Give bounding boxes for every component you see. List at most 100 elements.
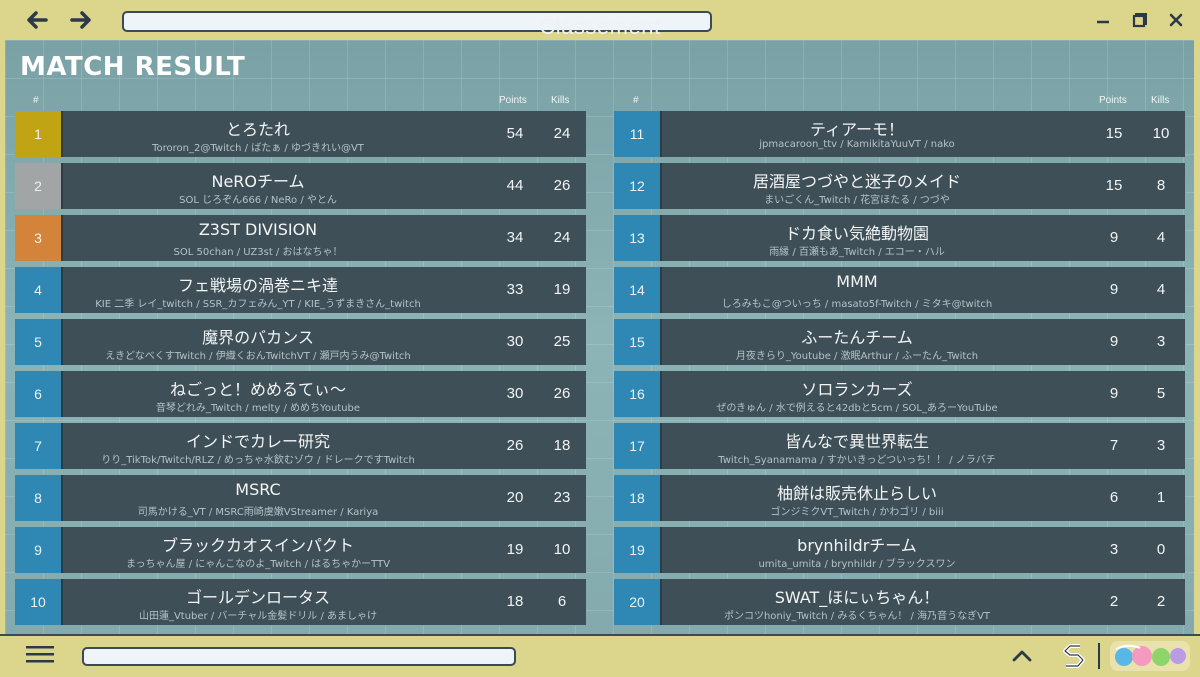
row-separator <box>61 475 63 521</box>
team-kills: 0 <box>1156 541 1166 558</box>
rank-badge: 10 <box>15 579 61 625</box>
row-separator <box>660 319 662 365</box>
team-players: Twitch_Syanamama / すかいきっどついっち！！ / ノラバチ <box>718 455 996 466</box>
team-players: jpmacaroon_ttv / KamikitaYuuVT / nako <box>759 139 955 150</box>
team-name: MSRC <box>235 480 281 499</box>
team-players: 音琴どれみ_Twitch / melty / めめちYoutube <box>155 403 361 414</box>
row-separator <box>61 527 63 573</box>
rank-badge: 18 <box>614 475 660 521</box>
close-icon[interactable] <box>1163 8 1189 32</box>
footer-divider <box>1098 643 1100 669</box>
rank-header-right: # <box>633 95 639 106</box>
team-players: ぜのきゅん / 水で例えると42dbと5cm / SOL_あろーYouTube <box>716 403 998 414</box>
team-name: ドカ食い気絶動物園 <box>784 224 929 243</box>
row-separator <box>660 423 662 469</box>
team-name: インドでカレー研究 <box>185 432 330 451</box>
team-name: 居酒屋つづやと迷子のメイド <box>752 172 961 191</box>
team-kills: 24 <box>553 229 571 246</box>
row-separator <box>61 163 63 209</box>
rank-badge: 16 <box>614 371 660 417</box>
team-points: 9 <box>1109 333 1119 350</box>
chevron-up-icon[interactable] <box>1012 648 1032 667</box>
hamburger-menu-icon[interactable] <box>26 645 54 669</box>
team-points: 6 <box>1109 489 1119 506</box>
team-name: ブラックカオスインパクト <box>161 536 354 555</box>
arrow-left-icon[interactable] <box>22 6 52 34</box>
s-logo-icon <box>1060 642 1088 674</box>
team-kills: 24 <box>553 125 571 142</box>
team-name: NeROチーム <box>211 172 305 191</box>
team-players: りり_TikTok/Twitch/RLZ / めっちゃ水飲むゾウ / ドレークで… <box>101 455 415 466</box>
row-separator <box>61 371 63 417</box>
team-points: 15 <box>1105 125 1123 142</box>
team-players: SOL じろぞん666 / NeRo / やとん <box>179 195 337 206</box>
row-separator <box>61 579 63 625</box>
team-name: 皆んなで異世界転生 <box>784 432 929 451</box>
team-kills: 4 <box>1156 281 1166 298</box>
team-points: 54 <box>506 125 524 142</box>
team-row: 3 Z3ST DIVISION SOL 50chan / UZ3st / おはなちゃ… <box>15 215 586 261</box>
rank-badge: 5 <box>15 319 61 365</box>
team-points: 19 <box>506 541 524 558</box>
team-row: 11 ティアーモ！ jpmacaroon_ttv / KamikitaYuuVT /… <box>614 111 1185 157</box>
team-name: とろたれ <box>225 120 290 139</box>
row-separator <box>61 215 63 261</box>
row-separator <box>660 163 662 209</box>
team-row: 18 柚餅は販売休止らしい ゴンジミクVT_Twitch / かわゴリ / biii… <box>614 475 1185 521</box>
rank-badge: 14 <box>614 267 660 313</box>
row-separator <box>660 215 662 261</box>
team-name: Z3ST DIVISION <box>198 220 318 239</box>
team-players: ポンコツhoniy_Twitch / みるくちゃん！ / 海乃音うなぎVT <box>723 611 991 622</box>
team-points: 20 <box>506 489 524 506</box>
row-separator <box>660 371 662 417</box>
team-points: 3 <box>1109 541 1119 558</box>
arrow-right-icon[interactable] <box>66 6 96 34</box>
rank-badge: 8 <box>15 475 61 521</box>
bottom-address-bar[interactable] <box>82 647 516 666</box>
team-row: 8 MSRC 司馬かける_VT / MSRC雨崎虞嫩VStreamer / Kari… <box>15 475 586 521</box>
team-row: 14 MMM しろみもこ@ついっち / masato5f-Twitch / ミタキ@… <box>614 267 1185 313</box>
team-kills: 26 <box>553 177 571 194</box>
rank-badge: 20 <box>614 579 660 625</box>
team-row: 20 SWAT_ほにぃちゃん！ ポンコツhoniy_Twitch / みるくちゃん！… <box>614 579 1185 625</box>
minimize-icon[interactable] <box>1090 8 1116 32</box>
row-separator <box>660 111 662 157</box>
team-kills: 1 <box>1156 489 1166 506</box>
rank-badge: 15 <box>614 319 660 365</box>
team-points: 2 <box>1109 593 1119 610</box>
team-row: 1 とろたれ Tororon_2@Twitch / ばたぁ / ゆづきれい@VT 54… <box>15 111 586 157</box>
team-row: 17 皆んなで異世界転生 Twitch_Syanamama / すかいきっどついっち… <box>614 423 1185 469</box>
points-header-right: Points <box>1099 95 1127 106</box>
row-separator <box>61 319 63 365</box>
team-points: 30 <box>506 385 524 402</box>
team-players: SOL 50chan / UZ3st / おはなちゃ！ <box>173 247 343 258</box>
team-points: 15 <box>1105 177 1123 194</box>
team-players: Tororon_2@Twitch / ばたぁ / ゆづきれい@VT <box>152 143 364 154</box>
rank-badge: 7 <box>15 423 61 469</box>
results-panel: MATCH RESULT # Points Kills # Points Kil… <box>5 40 1194 634</box>
team-players: umita_umita / brynhildr / ブラックスワン <box>758 559 956 570</box>
window-title: Classement <box>539 14 661 39</box>
address-bar[interactable] <box>122 11 712 32</box>
team-points: 9 <box>1109 385 1119 402</box>
team-name: フェ戦場の渦巻ニキ達 <box>177 276 338 295</box>
maximize-icon[interactable] <box>1126 8 1152 32</box>
team-kills: 19 <box>553 281 571 298</box>
bottom-bar <box>0 634 1200 677</box>
team-points: 9 <box>1109 281 1119 298</box>
page-title: MATCH RESULT <box>20 52 246 82</box>
team-kills: 18 <box>553 437 571 454</box>
team-players: えきどなべくすTwitch / 伊織くおんTwitchVT / 瀬戸内うみ@Tw… <box>105 351 411 362</box>
team-name: ねごっと！めめるてぃ〜 <box>169 380 346 399</box>
team-row: 15 ふーたんチーム 月夜きらり_Youtube / 激眠Arthur / ふーたん… <box>614 319 1185 365</box>
team-kills: 5 <box>1156 385 1166 402</box>
event-brand-logo <box>1108 639 1192 677</box>
row-separator <box>61 267 63 313</box>
team-row: 7 インドでカレー研究りり_TikTok/Twitch/RLZ / めっちゃ水飲む… <box>15 423 586 469</box>
team-row: 19 brynhildrチーム umita_umita / brynhildr / … <box>614 527 1185 573</box>
team-kills: 23 <box>553 489 571 506</box>
team-row: 2 NeROチーム SOL じろぞん666 / NeRo / やとん 44 26 <box>15 163 586 209</box>
team-row: 9 ブラックカオスインパクト まっちゃん屋 / にゃんこなのよ_Twitch / は… <box>15 527 586 573</box>
team-points: 34 <box>506 229 524 246</box>
rank-badge: 9 <box>15 527 61 573</box>
